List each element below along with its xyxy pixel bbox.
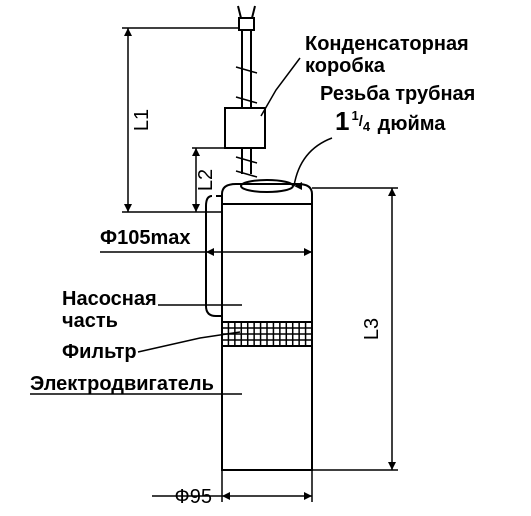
label-thread-1: Резьба трубная — [320, 83, 475, 105]
dim-phi95-label: Ф95 — [175, 486, 212, 508]
dim-l2-label: L2 — [195, 169, 217, 191]
label-pump-1: Насосная — [62, 288, 157, 310]
capacitor-box — [225, 108, 265, 148]
plug-body — [239, 18, 254, 30]
label-thread-2: 11/4 дюйма — [335, 106, 446, 136]
label-capacitor-2: коробка — [305, 55, 386, 77]
thread-opening — [241, 180, 293, 192]
dim-phi105-label: Ф105max — [100, 227, 190, 249]
dim-l3-label: L3 — [361, 318, 383, 340]
label-filter: Фильтр — [62, 341, 137, 363]
plug-prong — [252, 6, 255, 18]
label-pump-2: часть — [62, 310, 118, 332]
dim-l1-label: L1 — [131, 109, 153, 131]
label-motor: Электродвигатель — [30, 373, 214, 395]
label-capacitor-1: Конденсаторная — [305, 33, 469, 55]
plug-prong — [238, 6, 241, 18]
